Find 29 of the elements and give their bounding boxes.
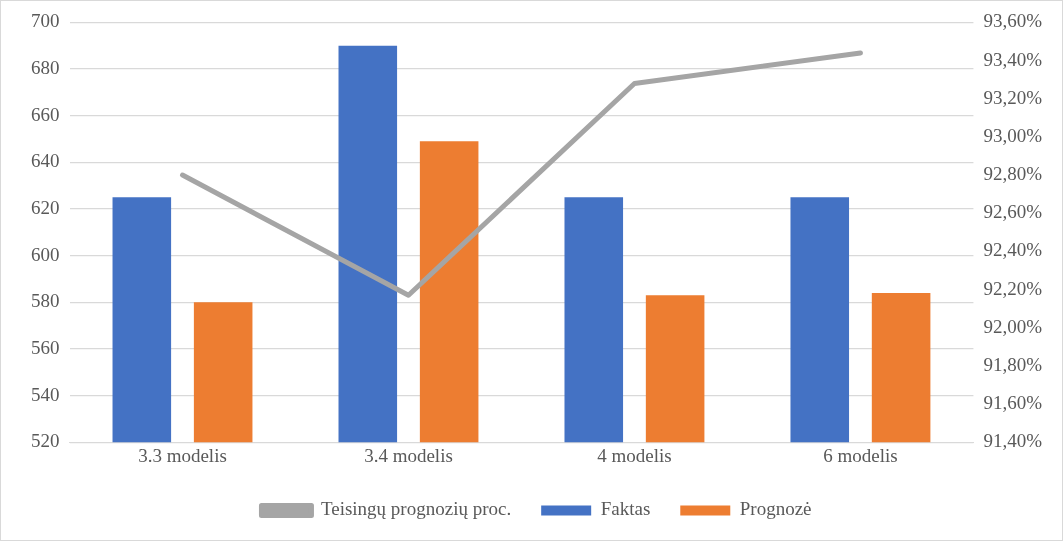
x-tick-label: 4 modelis <box>597 444 672 466</box>
y2-tick-label: 92,40% <box>983 239 1043 261</box>
y2-tick-label: 91,40% <box>983 430 1043 452</box>
legend-label: Prognozė <box>739 498 812 520</box>
y-tick-label: 600 <box>31 243 60 265</box>
y-tick-label: 540 <box>31 383 60 405</box>
legend-label: Teisingų prognozių proc. <box>320 498 512 520</box>
y2-tick-label: 92,60% <box>983 201 1043 223</box>
y2-tick-label: 93,40% <box>983 48 1043 70</box>
x-tick-label: 3.3 modelis <box>138 444 227 466</box>
y2-tick-label: 92,00% <box>983 315 1043 337</box>
y-tick-label: 660 <box>31 103 60 125</box>
y-tick-label: 620 <box>31 196 60 218</box>
y2-tick-label: 92,20% <box>983 277 1043 299</box>
y2-tick-label: 91,60% <box>983 392 1043 414</box>
y-tick-label: 680 <box>31 57 60 79</box>
legend-label: Faktas <box>600 498 651 520</box>
x-tick-label: 6 modelis <box>823 444 898 466</box>
y-tick-label: 520 <box>31 430 60 452</box>
y-tick-label: 640 <box>31 150 60 172</box>
x-tick-label: 3.4 modelis <box>364 444 453 466</box>
y-tick-label: 580 <box>31 290 60 312</box>
y2-tick-label: 91,80% <box>983 353 1043 375</box>
y-tick-label: 560 <box>31 336 60 358</box>
y2-tick-label: 93,00% <box>983 124 1043 146</box>
y2-tick-label: 93,60% <box>983 10 1043 32</box>
y2-tick-label: 93,20% <box>983 86 1043 108</box>
y-tick-label: 700 <box>31 10 60 32</box>
y2-tick-label: 92,80% <box>983 163 1043 185</box>
